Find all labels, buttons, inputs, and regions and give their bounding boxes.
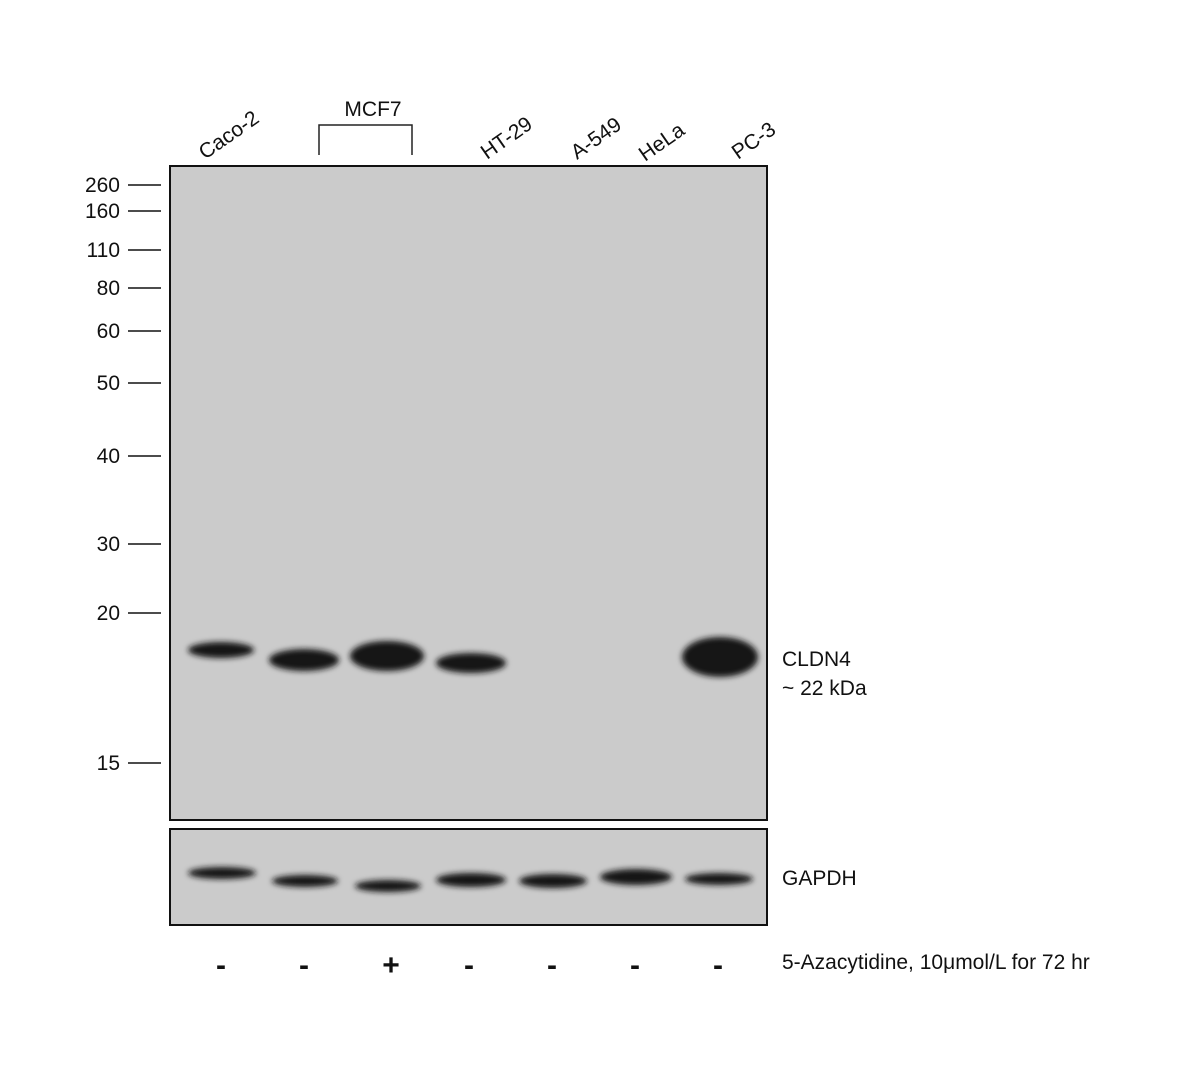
band <box>436 653 506 673</box>
band <box>519 874 587 888</box>
treatment-sign: - <box>216 949 226 982</box>
marker-label: 40 <box>97 445 120 468</box>
band <box>436 873 506 887</box>
treatment-sign: - <box>547 949 557 982</box>
lane-label: MCF7 <box>344 98 401 121</box>
band <box>188 642 254 658</box>
band-size: ~ 22 kDa <box>782 677 867 700</box>
band <box>269 649 339 671</box>
treatment-sign: + <box>382 949 400 982</box>
treatment-label: 5-Azacytidine, 10μmol/L for 72 hr <box>782 951 1090 974</box>
marker-label: 15 <box>97 752 120 775</box>
marker-label: 50 <box>97 372 120 395</box>
signs: - - + - - - - <box>216 949 723 982</box>
treatment-sign: - <box>630 949 640 982</box>
marker-label: 20 <box>97 602 120 625</box>
marker-label: 60 <box>97 320 120 343</box>
band <box>272 875 338 887</box>
gapdh-bands <box>188 867 753 892</box>
treatment-sign: - <box>464 949 474 982</box>
marker-label: 30 <box>97 533 120 556</box>
bracket <box>318 124 413 155</box>
treatment-sign: - <box>299 949 309 982</box>
marker-label: 160 <box>85 200 120 223</box>
band-label: CLDN4 <box>782 648 851 671</box>
band-label: GAPDH <box>782 867 857 890</box>
band <box>355 880 421 892</box>
marker-label: 80 <box>97 277 120 300</box>
cldn4-bands <box>188 637 758 677</box>
band <box>600 869 672 885</box>
blot-main <box>169 165 768 821</box>
band <box>682 637 758 677</box>
band <box>350 641 424 671</box>
band <box>188 867 256 879</box>
treatment-sign: - <box>713 949 723 982</box>
marker-label: 260 <box>85 174 120 197</box>
band <box>685 873 753 885</box>
markers: 260 160 110 80 60 50 40 30 20 15 <box>85 174 161 775</box>
marker-label: 110 <box>87 239 120 262</box>
